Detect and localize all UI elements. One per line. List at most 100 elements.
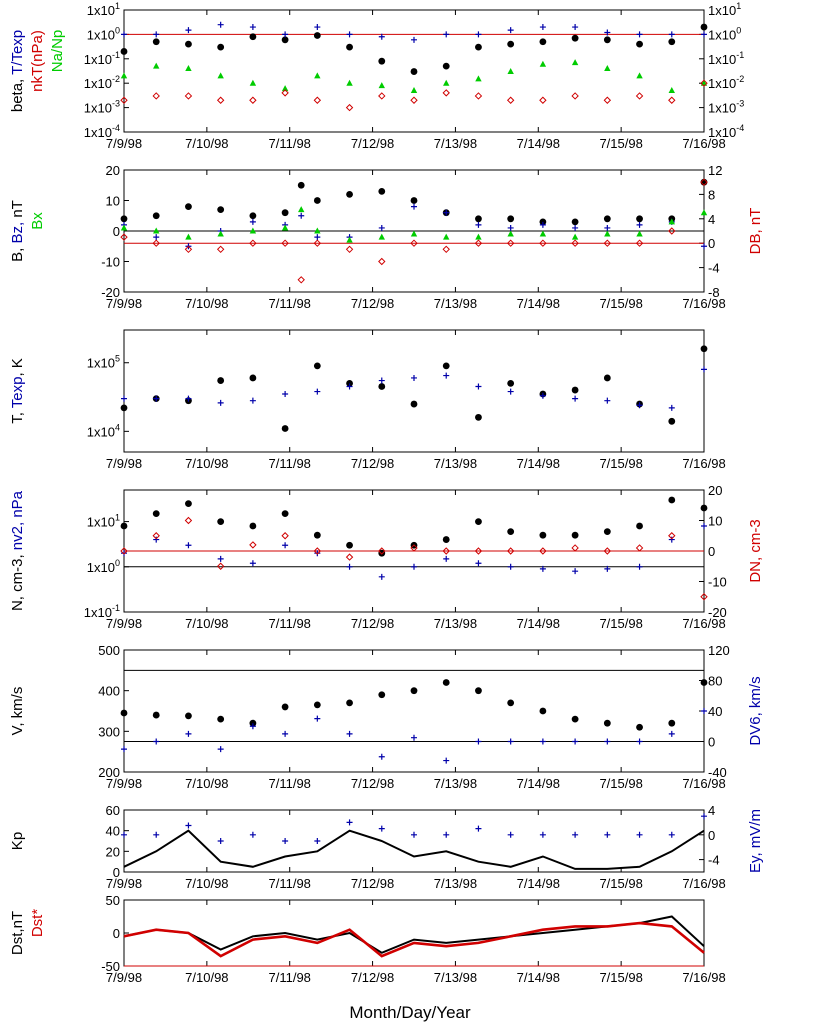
data-point [572, 568, 579, 575]
y-tick-label: -20 [101, 285, 120, 300]
data-point [346, 383, 353, 390]
data-point [604, 397, 611, 404]
x-tick-label: 7/13/98 [434, 876, 477, 891]
x-tick-label: 7/16/98 [682, 616, 725, 631]
y-tick-label: 300 [98, 724, 120, 739]
data-point [701, 31, 707, 38]
y-tick-label-right: 1x10-2 [708, 74, 744, 91]
data-point [507, 699, 515, 707]
data-point [217, 715, 225, 723]
data-point [701, 522, 707, 529]
data-point [475, 825, 482, 832]
data-point [668, 532, 676, 540]
data-point [700, 679, 708, 686]
data-point [700, 345, 708, 353]
data-point [249, 33, 257, 41]
data-point [249, 79, 257, 86]
data-point [539, 565, 546, 572]
data-point [185, 65, 192, 72]
data-point [378, 573, 385, 580]
data-point [249, 723, 256, 730]
data-point [668, 96, 676, 104]
data-point [153, 31, 160, 38]
data-point [378, 383, 386, 390]
data-point [603, 528, 611, 536]
data-point [474, 547, 483, 555]
data-point [506, 547, 515, 555]
x-tick-label: 7/10/98 [185, 616, 228, 631]
plot-frame [123, 899, 705, 967]
y-tick-label: 0 [113, 865, 120, 880]
data-point [668, 31, 675, 38]
x-tick-label: 7/10/98 [185, 876, 228, 891]
y-tick-label: 1x100 [87, 558, 120, 575]
data-point [572, 831, 579, 838]
data-point [249, 227, 257, 234]
data-point [249, 374, 257, 382]
data-point [121, 395, 127, 402]
data-point [217, 399, 224, 406]
y-axis-title-part: nT [9, 200, 26, 218]
y-axis-title: T, Texp, K [9, 358, 26, 424]
data-point [410, 96, 418, 104]
data-point [700, 593, 708, 601]
data-point [507, 215, 515, 223]
y-tick-label-right: 1x10-1 [708, 50, 744, 67]
data-point [120, 709, 128, 717]
data-point [571, 386, 579, 394]
data-point [668, 536, 675, 543]
data-point [281, 36, 289, 44]
data-point [249, 397, 256, 404]
panel-2: 7/9/98 7/10/98 7/11/98 7/12/98 7/13/98 7/14/9… [9, 163, 764, 311]
data-point [636, 402, 643, 409]
data-point [120, 522, 128, 530]
data-point [475, 687, 482, 695]
x-tick-label: 7/11/98 [269, 970, 311, 985]
data-point [314, 24, 321, 31]
data-point [507, 388, 514, 395]
y-tick-label: 60 [106, 803, 120, 818]
y-tick-label-right: 4 [708, 803, 715, 818]
data-point [668, 831, 675, 838]
data-point [603, 719, 611, 727]
y-axis-title-2-part: Bx [29, 212, 46, 230]
data-point [635, 239, 644, 247]
panel-5: 7/9/98 7/10/98 7/11/98 7/12/98 7/13/98 7/14/9… [9, 643, 764, 791]
y-tick-label-right: -40 [708, 765, 727, 780]
data-point [153, 62, 160, 69]
y-tick-label: 1x101 [87, 513, 120, 530]
y-tick-label-right: 0 [708, 828, 715, 843]
data-point [378, 187, 386, 195]
y-axis-title: Dst,nT [9, 911, 26, 955]
y-tick-label-right: -8 [708, 285, 720, 300]
plot-frame [123, 649, 705, 773]
data-point [636, 563, 643, 570]
data-point [346, 236, 353, 243]
data-point [217, 72, 224, 79]
data-point [507, 738, 514, 745]
data-point [507, 68, 514, 75]
data-point [378, 57, 386, 65]
y-tick-label-right: 0 [708, 735, 715, 750]
x-tick-label: 7/14/98 [517, 776, 560, 791]
panel-6: 7/9/98 7/10/98 7/11/98 7/12/98 7/13/98 7/14/9… [9, 803, 764, 891]
data-point [604, 65, 611, 72]
x-tick-label: 7/9/98 [106, 876, 142, 891]
data-point [411, 563, 417, 570]
data-point [700, 23, 708, 31]
y-tick-label-right: 1x101 [708, 1, 741, 18]
data-point [475, 518, 482, 525]
data-point [571, 233, 579, 240]
data-point [184, 92, 193, 100]
data-point [249, 541, 257, 549]
panel-1: 7/9/98 7/10/98 7/11/98 7/12/98 7/13/98 7/14/9… [9, 1, 744, 151]
y-tick-label: 1x10-2 [84, 74, 120, 91]
data-point [153, 395, 160, 402]
data-point [313, 547, 322, 555]
data-point [571, 34, 579, 42]
data-point [668, 719, 676, 727]
data-point [152, 711, 160, 719]
y-axis-title-right: DB, nT [747, 208, 764, 255]
data-point [281, 532, 289, 540]
data-point [313, 197, 321, 204]
